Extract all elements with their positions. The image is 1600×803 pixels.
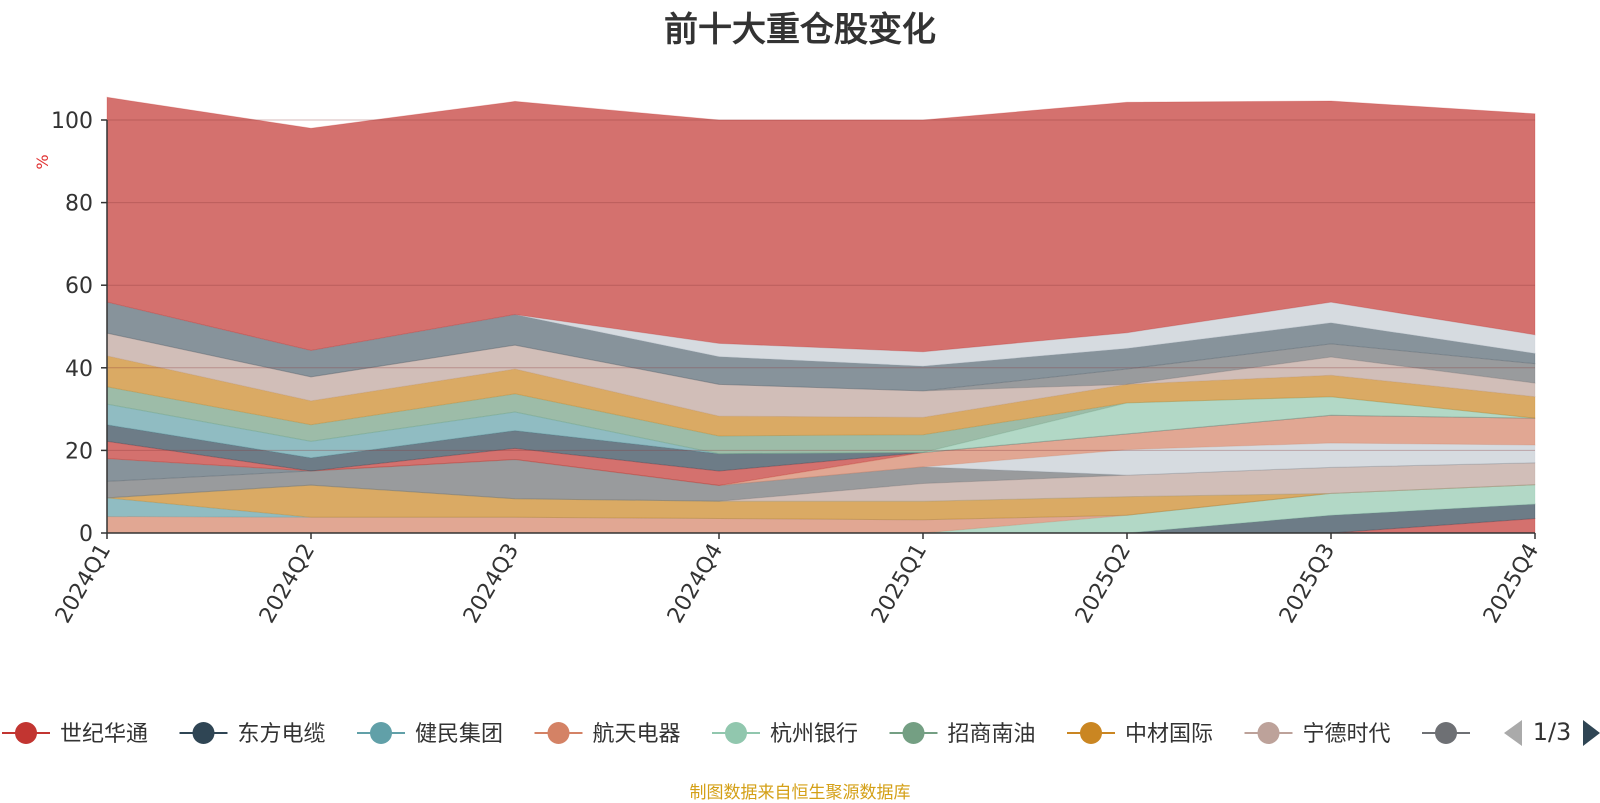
legend-label: 东方电缆 [238,722,326,747]
x-tick-label: 2024Q4 [663,540,728,628]
legend-marker-icon [1080,722,1102,744]
legend-item[interactable]: 健民集团 [357,722,503,747]
legend-label: 宁德时代 [1303,722,1391,747]
legend-label: 中材国际 [1125,722,1213,747]
legend-label: 招商南油 [948,722,1036,747]
legend-label: 健民集团 [415,722,503,747]
y-tick-label: 40 [65,357,93,382]
legend: 世纪华通 东方电缆 健民集团 航天电器 杭州银行 招商南油 中材国际 宁德时代 [2,722,1470,747]
legend-marker-icon [725,722,747,744]
source-note: 制图数据来自恒生聚源数据库 [689,783,911,803]
legend-label: 航天电器 [593,722,681,747]
legend-marker-icon [15,722,37,744]
y-tick-label: 0 [79,522,93,547]
x-axis-ticks: 2024Q1 2024Q2 2024Q3 2024Q4 2025Q1 2025Q2 2025… [51,533,1544,628]
legend-item[interactable]: 中材国际 [1067,722,1213,747]
legend-item[interactable] [1422,722,1470,744]
x-tick-label: 2024Q3 [459,540,524,628]
x-tick-label: 2025Q1 [867,540,932,628]
x-tick-label: 2025Q4 [1479,540,1544,628]
y-tick-label: 80 [65,192,93,217]
triangle-right-icon[interactable] [1583,720,1600,746]
legend-item[interactable]: 招商南油 [889,722,1036,747]
legend-marker-icon [192,722,215,744]
legend-marker-icon [547,722,570,744]
y-tick-label: 20 [65,439,93,464]
y-tick-label: 100 [51,109,93,134]
y-tick-label: 60 [65,274,93,299]
y-axis-label: % [33,154,52,169]
legend-marker-icon [902,722,925,744]
legend-item[interactable]: 杭州银行 [712,722,858,747]
triangle-left-icon[interactable] [1504,720,1522,746]
legend-page-indicator: 1/3 [1533,718,1572,746]
axes [106,120,1535,534]
legend-item[interactable]: 东方电缆 [179,722,326,747]
x-tick-label: 2024Q1 [51,540,116,628]
legend-item[interactable]: 航天电器 [534,722,681,747]
legend-label: 杭州银行 [770,722,858,747]
area-series-layer [106,96,1536,534]
legend-marker-icon [370,722,392,744]
legend-item[interactable]: 世纪华通 [2,722,148,747]
x-tick-label: 2025Q2 [1071,540,1136,628]
legend-marker-icon [1257,722,1280,744]
grid-lines [107,119,1535,451]
x-tick-label: 2024Q2 [255,540,320,628]
y-axis-ticks: 0 20 40 60 80 100 [51,109,107,547]
area-series-10 [106,442,1536,487]
chart-title: 前十大重仓股变化 [664,10,936,50]
legend-pager: 1/3 [1504,718,1600,746]
x-tick-label: 2025Q3 [1275,540,1340,628]
legend-marker-icon [1435,722,1457,744]
area-series-22 [106,96,1536,353]
legend-item[interactable]: 宁德时代 [1244,722,1391,747]
area-series-11 [106,414,1536,487]
legend-label: 世纪华通 [60,722,148,747]
area-series-19 [106,332,1536,392]
